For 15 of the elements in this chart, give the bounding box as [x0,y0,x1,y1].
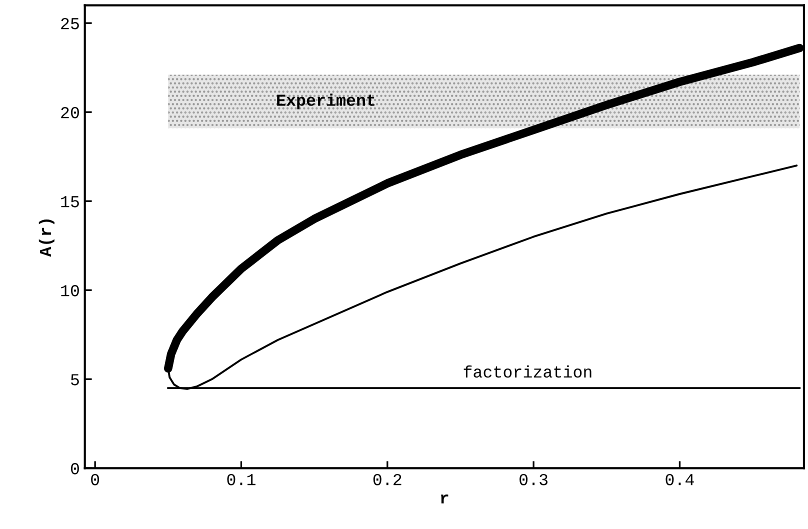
x-tick-label: 0 [91,474,100,486]
y-tick-label: 0 [70,463,79,474]
y-tick-label: 5 [71,374,79,386]
y-tick-label: 20 [61,107,79,118]
x-tick-label: 0.2 [373,474,402,486]
x-axis-title: r [441,494,448,504]
y-axis-title: A(r) [38,220,54,257]
x-tick-label: 0.1 [227,474,256,486]
ref-line-label: factorization [464,365,592,378]
band-label: Experiment [277,94,374,110]
y-tick-label: 15 [61,196,79,208]
y-tick-label: 10 [61,285,79,296]
y-tick-label: 25 [61,18,79,30]
x-tick-label: 0.4 [666,474,694,486]
x-tick-label: 0.3 [520,474,548,486]
